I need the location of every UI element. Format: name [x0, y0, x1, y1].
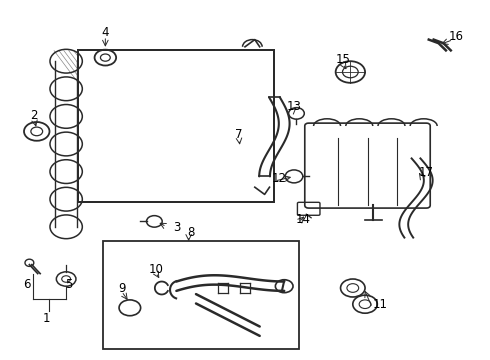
Text: 15: 15 — [336, 53, 350, 66]
Text: 12: 12 — [272, 172, 287, 185]
Text: 8: 8 — [187, 226, 195, 239]
Text: 11: 11 — [372, 298, 387, 311]
Text: 4: 4 — [101, 26, 109, 39]
Text: 6: 6 — [23, 278, 31, 291]
Text: 16: 16 — [448, 30, 463, 42]
Text: 5: 5 — [65, 278, 73, 291]
Text: 13: 13 — [287, 100, 301, 113]
Text: 17: 17 — [419, 166, 434, 179]
Text: 3: 3 — [172, 221, 180, 234]
Text: 14: 14 — [295, 213, 310, 226]
Bar — [103, 241, 299, 349]
Text: 2: 2 — [30, 109, 38, 122]
Polygon shape — [78, 50, 274, 202]
Text: 7: 7 — [235, 129, 243, 141]
Text: 1: 1 — [43, 312, 50, 325]
Text: 10: 10 — [148, 263, 163, 276]
Text: 9: 9 — [118, 282, 125, 294]
